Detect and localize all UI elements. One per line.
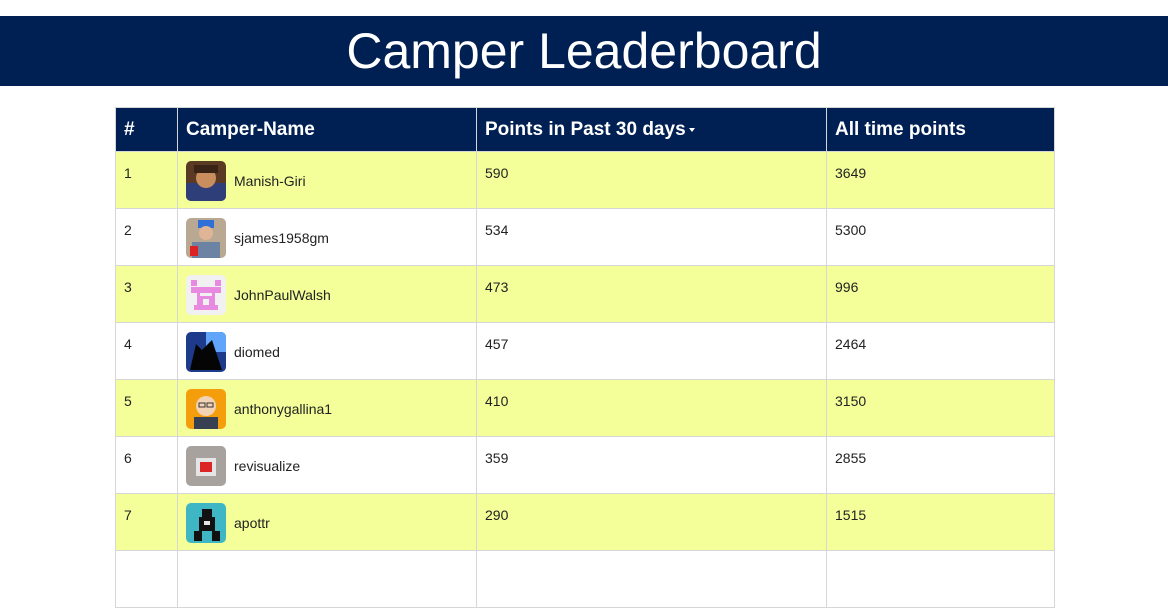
camper-name[interactable]: revisualize (234, 458, 301, 474)
rank-cell: 6 (115, 436, 178, 494)
column-header-camper-name: Camper-Name (177, 107, 477, 152)
camper-name[interactable]: sjames1958gm (234, 230, 329, 246)
avatar-photo-icon (186, 218, 226, 258)
table-row: 4 diomed 457 2464 (115, 322, 1055, 380)
points-alltime-cell: 996 (826, 265, 1055, 323)
avatar-photo-icon (186, 161, 226, 201)
avatar (186, 503, 226, 543)
rank-cell: 4 (115, 322, 178, 380)
points-alltime-cell: 5300 (826, 208, 1055, 266)
camper-name-cell (177, 550, 477, 608)
leaderboard-table: # Camper-Name Points in Past 30 days All… (115, 107, 1055, 608)
rank-cell: 7 (115, 493, 178, 551)
column-header-rank: # (115, 107, 178, 152)
camper-name[interactable]: Manish-Giri (234, 173, 306, 189)
avatar-identicon-icon (186, 275, 226, 315)
table-row: 5 anthonygallina1 410 3 (115, 379, 1055, 437)
points-recent-cell: 290 (476, 493, 827, 551)
camper-name-cell: apottr (177, 493, 477, 551)
avatar (186, 275, 226, 315)
points-recent-cell: 534 (476, 208, 827, 266)
points-recent-cell: 590 (476, 151, 827, 209)
avatar (186, 161, 226, 201)
avatar-cartoon-icon (186, 389, 226, 429)
table-row: 6 revisualize 359 2855 (115, 436, 1055, 494)
avatar (186, 446, 226, 486)
rank-cell: 5 (115, 379, 178, 437)
table-header-row: # Camper-Name Points in Past 30 days All… (115, 107, 1055, 152)
camper-name[interactable]: anthonygallina1 (234, 401, 333, 417)
column-header-points-past-30-days[interactable]: Points in Past 30 days (476, 107, 827, 152)
rank-cell: 2 (115, 208, 178, 266)
table-row (115, 550, 1055, 608)
camper-name[interactable]: JohnPaulWalsh (234, 287, 331, 303)
camper-name-cell: anthonygallina1 (177, 379, 477, 437)
camper-name[interactable]: diomed (234, 344, 280, 360)
points-alltime-cell (826, 550, 1055, 608)
points-alltime-cell: 3649 (826, 151, 1055, 209)
points-alltime-cell: 2464 (826, 322, 1055, 380)
avatar-photo-icon (186, 446, 226, 486)
column-header-all-time-points[interactable]: All time points (826, 107, 1055, 152)
avatar-photo-icon (186, 332, 226, 372)
points-recent-cell (476, 550, 827, 608)
points-alltime-cell: 2855 (826, 436, 1055, 494)
avatar (186, 218, 226, 258)
points-recent-cell: 457 (476, 322, 827, 380)
avatar (186, 332, 226, 372)
page-title: Camper Leaderboard (0, 16, 1168, 86)
table-row: 7 apottr 290 (115, 493, 1055, 551)
points-alltime-cell: 1515 (826, 493, 1055, 551)
rank-cell: 3 (115, 265, 178, 323)
table-row: 3 (115, 265, 1055, 323)
camper-name[interactable]: apottr (234, 515, 270, 531)
column-header-points-past-30-days-label: Points in Past 30 days (485, 119, 686, 140)
camper-name-cell: Manish-Giri (177, 151, 477, 209)
rank-cell: 1 (115, 151, 178, 209)
avatar-robot-icon (186, 503, 226, 543)
camper-name-cell: sjames1958gm (177, 208, 477, 266)
camper-name-cell: JohnPaulWalsh (177, 265, 477, 323)
camper-name-cell: diomed (177, 322, 477, 380)
rank-cell (115, 550, 178, 608)
table-row: 1 Manish-Giri 590 3649 (115, 151, 1055, 209)
points-recent-cell: 359 (476, 436, 827, 494)
avatar (186, 389, 226, 429)
points-alltime-cell: 3150 (826, 379, 1055, 437)
table-row: 2 sjames1958gm 534 5300 (115, 208, 1055, 266)
caret-down-icon (688, 127, 695, 132)
points-recent-cell: 410 (476, 379, 827, 437)
points-recent-cell: 473 (476, 265, 827, 323)
camper-name-cell: revisualize (177, 436, 477, 494)
